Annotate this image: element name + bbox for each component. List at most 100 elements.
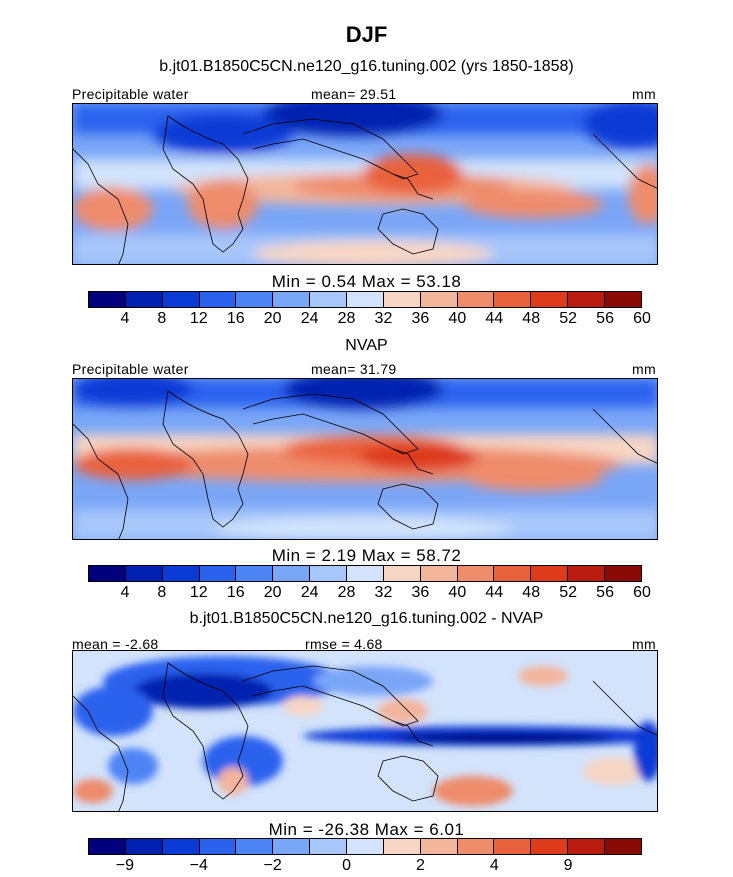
panel-2-variable-label: Precipitable water <box>72 361 189 377</box>
colorbar-swatch <box>199 566 237 581</box>
colorbar-tick-label: −2 <box>263 857 282 874</box>
colorbar-tick-label: 8 <box>157 584 167 601</box>
colorbar-tick-label: 60 <box>633 584 651 601</box>
colorbar-swatch <box>125 292 163 307</box>
colorbar-swatch <box>347 839 384 854</box>
panel-3-map <box>72 650 658 812</box>
panel-1-units-label: mm <box>632 86 656 102</box>
colorbar-tick-label: 32 <box>374 310 393 327</box>
colorbar-swatch <box>383 566 421 581</box>
panel-1-map <box>72 103 658 265</box>
panel-2-colorbar-ticks: 4 8 12 16 20 24 28 32 36 40 44 48 52 56 60 <box>0 584 733 604</box>
colorbar-tick-label: 12 <box>189 584 208 601</box>
panel-1-subtitle: b.jt01.B1850C5CN.ne120_g16.tuning.002 (y… <box>159 58 574 75</box>
colorbar-tick-label: 4 <box>489 857 499 874</box>
colorbar-tick-label: 28 <box>337 310 356 327</box>
colorbar-swatch <box>310 292 348 307</box>
panel-2-min-max: Min = 2.19 Max = 58.72 <box>271 546 462 565</box>
panel-2-map-field <box>73 379 657 539</box>
colorbar-swatch <box>125 566 163 581</box>
panel-1-map-field <box>73 104 657 264</box>
colorbar-swatch <box>568 566 606 581</box>
colorbar-swatch <box>162 292 200 307</box>
colorbar-swatch <box>273 839 311 854</box>
panel-2-colorbar <box>88 565 642 582</box>
panel-3-colorbar <box>88 838 642 855</box>
colorbar-tick-label: −9 <box>115 857 135 874</box>
colorbar-tick-label: 40 <box>448 584 467 601</box>
panel-3-min-max: Min = -26.38 Max = 6.01 <box>268 820 465 839</box>
colorbar-tick-label: 16 <box>226 310 245 327</box>
panel-1-variable-label: Precipitable water <box>72 86 189 102</box>
colorbar-tick-label: 56 <box>596 584 614 601</box>
colorbar-tick-label: 2 <box>415 857 425 874</box>
colorbar-swatch <box>494 839 532 854</box>
colorbar-swatch <box>89 566 126 581</box>
colorbar-tick-label: 52 <box>559 310 578 327</box>
colorbar-tick-label: 48 <box>522 584 541 601</box>
colorbar-swatch <box>236 566 274 581</box>
colorbar-swatch <box>310 566 348 581</box>
colorbar-swatch <box>89 839 126 854</box>
colorbar-swatch <box>383 292 421 307</box>
colorbar-swatch <box>199 839 237 854</box>
colorbar-swatch <box>457 839 495 854</box>
colorbar-tick-label: 12 <box>189 310 208 327</box>
colorbar-tick-label: 36 <box>411 310 430 327</box>
colorbar-swatch <box>273 566 311 581</box>
panel-1-min-max: Min = 0.54 Max = 53.18 <box>271 272 462 291</box>
panel-3-map-field <box>73 651 657 811</box>
panel-3-units-label: mm <box>632 636 656 652</box>
colorbar-tick-label: 20 <box>263 584 282 601</box>
colorbar-swatch <box>420 292 458 307</box>
colorbar-swatch <box>199 292 237 307</box>
colorbar-tick-label: 44 <box>485 584 504 601</box>
colorbar-tick-label: 36 <box>411 584 430 601</box>
colorbar-tick-label: −4 <box>189 857 208 874</box>
panel-2-map <box>72 378 658 540</box>
colorbar-swatch <box>605 292 641 307</box>
colorbar-tick-label: 28 <box>337 584 356 601</box>
colorbar-swatch <box>568 839 606 854</box>
colorbar-swatch <box>531 292 569 307</box>
colorbar-tick-label: 4 <box>120 310 130 327</box>
colorbar-swatch <box>494 566 532 581</box>
colorbar-tick-label: 32 <box>374 584 393 601</box>
colorbar-swatch <box>605 566 641 581</box>
colorbar-swatch <box>236 292 274 307</box>
panel-2-mean-label: mean= 31.79 <box>311 361 397 377</box>
colorbar-swatch <box>531 839 569 854</box>
panel-3-rmse-label: rmse = 4.68 <box>305 636 383 652</box>
colorbar-tick-label: 16 <box>226 584 245 601</box>
colorbar-swatch <box>162 566 200 581</box>
colorbar-tick-label: 9 <box>563 857 573 874</box>
colorbar-tick-label: 8 <box>157 310 167 327</box>
colorbar-swatch <box>420 839 458 854</box>
colorbar-tick-label: 56 <box>596 310 614 327</box>
panel-2-subtitle: NVAP <box>345 337 388 354</box>
panel-3-colorbar-ticks: −9 −4 −2 0 2 4 9 <box>0 857 733 877</box>
colorbar-swatch <box>162 839 200 854</box>
colorbar-swatch <box>273 292 311 307</box>
colorbar-swatch <box>310 839 348 854</box>
panel-1-colorbar-ticks: 4 8 12 16 20 24 28 32 36 40 44 48 52 56 60 <box>0 310 733 330</box>
colorbar-tick-label: 0 <box>342 857 351 874</box>
colorbar-swatch <box>347 566 384 581</box>
colorbar-swatch <box>568 292 606 307</box>
panel-1-mean-label: mean= 29.51 <box>311 86 397 102</box>
colorbar-swatch <box>236 839 274 854</box>
figure-title: DJF <box>345 22 388 47</box>
colorbar-tick-label: 24 <box>300 584 319 601</box>
colorbar-swatch <box>494 292 532 307</box>
colorbar-tick-label: 4 <box>120 584 130 601</box>
colorbar-swatch <box>383 839 421 854</box>
panel-3-mean-label: mean = -2.68 <box>72 636 159 652</box>
colorbar-tick-label: 20 <box>263 310 282 327</box>
colorbar-tick-label: 40 <box>448 310 467 327</box>
colorbar-tick-label: 44 <box>485 310 504 327</box>
colorbar-tick-label: 24 <box>300 310 319 327</box>
colorbar-tick-label: 52 <box>559 584 578 601</box>
colorbar-swatch <box>420 566 458 581</box>
colorbar-tick-label: 60 <box>633 310 651 327</box>
colorbar-swatch <box>125 839 163 854</box>
